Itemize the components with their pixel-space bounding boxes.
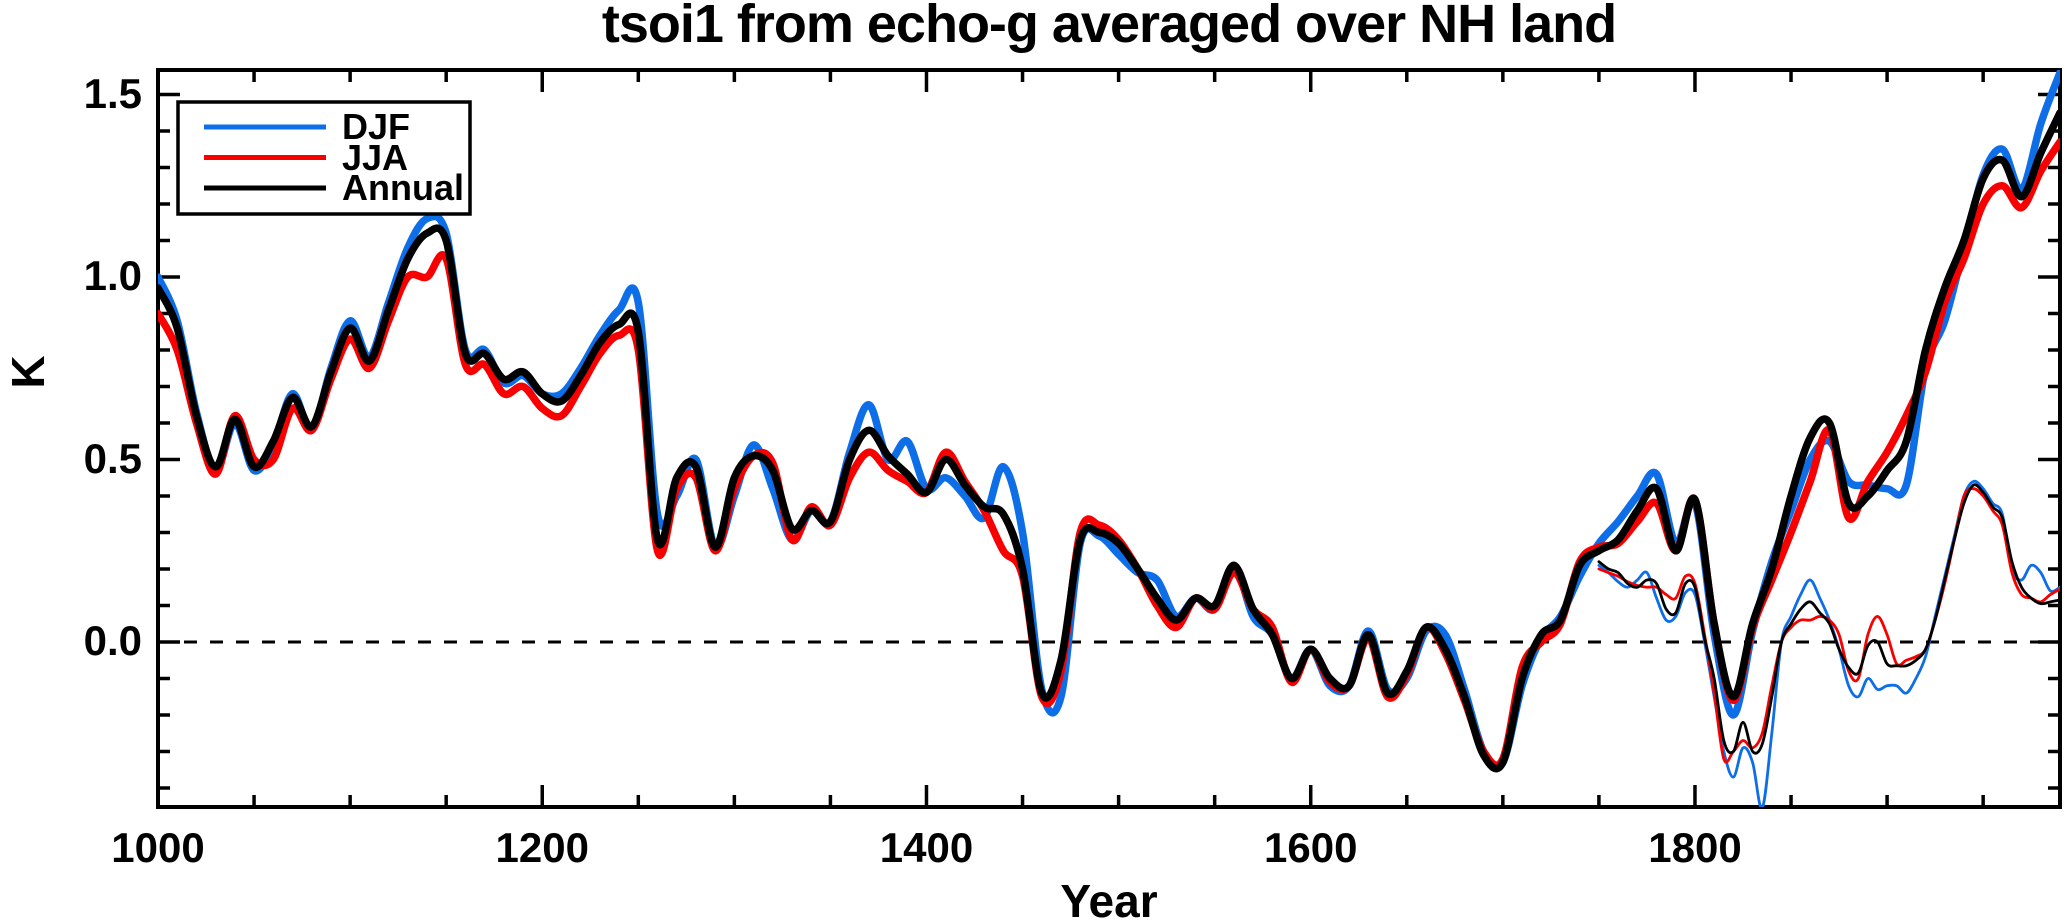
- series-annual-thin-line: [1597, 483, 2060, 755]
- y-tick-label-0.5: 0.5: [83, 434, 142, 482]
- x-axis-label: Year: [1060, 875, 1158, 923]
- y-tick-label-1.5: 1.5: [83, 69, 142, 117]
- legend-label-jja: JJA: [342, 136, 409, 178]
- series-group: [158, 70, 2060, 807]
- series-annual-line: [158, 109, 2060, 773]
- x-tick-label-1800: 1800: [1648, 824, 1742, 871]
- series-jja-thin-line: [1597, 487, 2060, 764]
- y-tick-label-1.0: 1.0: [83, 252, 142, 299]
- y-tick-label-0.0: 0.0: [83, 617, 142, 664]
- x-tick-label-1200: 1200: [495, 824, 589, 871]
- legend-label-djf: DJF: [342, 106, 411, 147]
- legend-label-annual: Annual: [342, 167, 464, 208]
- x-tick-label-1600: 1600: [1264, 824, 1358, 871]
- x-tick-label-1400: 1400: [879, 824, 974, 871]
- chart-title: tsoi1 from echo-g averaged over NH land: [601, 0, 1617, 54]
- plot-frame: [156, 68, 2062, 809]
- x-tick-label-1000: 1000: [111, 824, 205, 871]
